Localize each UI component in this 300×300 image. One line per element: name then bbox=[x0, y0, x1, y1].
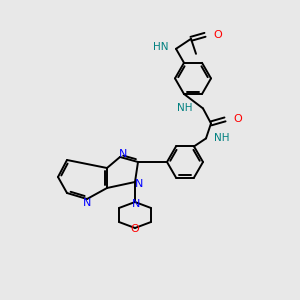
Text: N: N bbox=[135, 179, 143, 189]
Text: NH: NH bbox=[214, 134, 230, 143]
Text: O: O bbox=[213, 30, 222, 40]
Text: O: O bbox=[233, 114, 242, 124]
Text: O: O bbox=[130, 224, 140, 234]
Text: N: N bbox=[83, 198, 91, 208]
Text: HN: HN bbox=[152, 42, 168, 52]
Text: NH: NH bbox=[178, 103, 193, 113]
Text: N: N bbox=[132, 199, 140, 209]
Text: N: N bbox=[119, 149, 127, 159]
